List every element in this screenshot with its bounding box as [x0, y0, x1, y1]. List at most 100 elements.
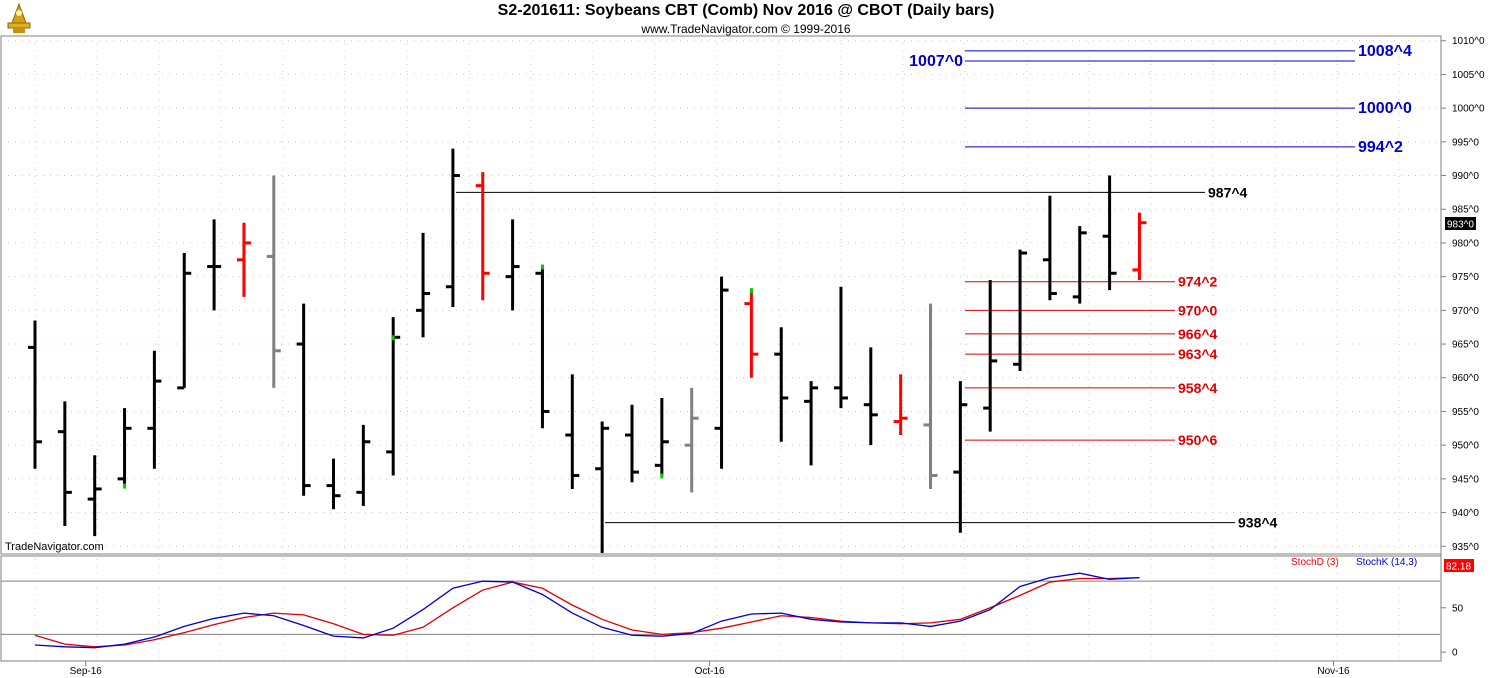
stoch-tick-label: 0	[1452, 648, 1458, 659]
ohlc-bar	[744, 288, 759, 378]
ohlc-bar	[953, 381, 968, 533]
ohlc-bar	[1013, 249, 1028, 372]
ohlc-bar	[1132, 212, 1147, 281]
level-label: 1000^0	[1358, 100, 1412, 117]
support-resistance-levels: 1008^4 1007^0 1000^0 994^2 987^4 974^2 970^0 96…	[456, 43, 1412, 531]
level-label: 974^2	[1178, 274, 1218, 290]
ohlc-bar	[356, 424, 371, 506]
ohlc-bar	[1102, 175, 1117, 291]
ohlc-bar	[595, 421, 610, 553]
ohlc-bar	[87, 455, 102, 537]
last-stoch-box	[1444, 559, 1474, 572]
tradenavigator-logo-icon	[7, 2, 31, 33]
price-tick-label: 975^0	[1452, 272, 1479, 283]
level-label: 994^2	[1358, 139, 1403, 156]
ohlc-bar	[296, 303, 311, 496]
level-label: 938^4	[1238, 515, 1278, 531]
level-label: 963^4	[1178, 346, 1218, 362]
stoch-gridlines	[1, 559, 1440, 661]
ohlc-bar	[833, 286, 848, 409]
stochastic-lines	[34, 572, 1140, 649]
ohlc-bar	[236, 222, 251, 297]
price-tick-label: 985^0	[1452, 205, 1479, 216]
ohlc-bar	[535, 264, 550, 429]
date-label: Sep-16	[70, 666, 103, 677]
watermark: TradeNavigator.com	[5, 541, 104, 553]
level-label: 966^4	[1178, 326, 1218, 342]
price-tick-label: 1000^0	[1452, 104, 1485, 115]
price-tick-label: 955^0	[1452, 407, 1479, 418]
ohlc-bar	[266, 175, 281, 388]
level-label: 1007^0	[909, 53, 963, 70]
ohlc-bar	[565, 374, 580, 489]
ohlc-bar	[983, 280, 998, 432]
ohlc-bar	[117, 408, 132, 489]
level-line: 1007^0	[909, 53, 1355, 70]
chart-title: S2-201611: Soybeans CBT (Comb) Nov 2016 …	[497, 2, 995, 19]
stochk-line	[34, 572, 1140, 649]
stoch-axis-ticks: 0 50	[1441, 603, 1464, 659]
price-tick-label: 995^0	[1452, 137, 1479, 148]
level-label: 987^4	[1208, 184, 1248, 200]
price-tick-label: 970^0	[1452, 306, 1479, 317]
ohlc-bar	[923, 303, 938, 489]
ohlc-bar	[177, 253, 192, 390]
bar-signal-mark	[123, 483, 127, 489]
stochk-legend: StochK (14,3)	[1356, 557, 1417, 568]
stoch-tick-label: 50	[1452, 603, 1464, 614]
price-tick-label: 1010^0	[1452, 36, 1485, 47]
price-tick-label: 980^0	[1452, 238, 1479, 249]
last-stoch-label: 82.18	[1446, 562, 1471, 573]
level-line: 938^4	[605, 515, 1278, 531]
price-tick-label: 965^0	[1452, 340, 1479, 351]
last-price-label: 983^0	[1447, 220, 1474, 231]
ohlc-bar	[28, 320, 42, 469]
ohlc-bar	[475, 172, 490, 301]
ohlc-bar	[804, 381, 819, 466]
level-line: 966^4	[965, 326, 1218, 342]
ohlc-bar	[326, 458, 341, 510]
level-label: 970^0	[1178, 302, 1218, 318]
bar-signal-mark	[749, 288, 753, 294]
stoch-panel-frame	[0, 555, 1442, 662]
ohlc-bar	[147, 350, 162, 469]
ohlc-bar	[505, 219, 520, 311]
bar-signal-mark	[540, 264, 544, 270]
ohlc-bar	[416, 232, 431, 338]
bar-signal-mark	[391, 335, 395, 341]
ohlc-bar	[893, 374, 908, 436]
price-axis-ticks: 935^0 940^0 945^0 950^0 955^0 960^0 965^0 970^0…	[1441, 36, 1485, 553]
ohlc-bar	[386, 317, 401, 476]
last-price-box	[1445, 217, 1476, 230]
ohlc-bar	[1042, 195, 1057, 301]
bar-signal-mark	[660, 473, 664, 479]
date-label: Oct-16	[695, 666, 725, 677]
level-line: 1008^4	[965, 43, 1412, 60]
date-label: Nov-16	[1317, 666, 1350, 677]
ohlc-bar	[774, 327, 789, 442]
price-tick-label: 945^0	[1452, 474, 1479, 485]
ohlc-bar	[863, 347, 878, 446]
price-tick-label: 990^0	[1452, 171, 1479, 182]
level-line: 970^0	[965, 302, 1218, 318]
level-line: 1000^0	[965, 100, 1412, 117]
level-line: 950^6	[965, 432, 1218, 448]
price-tick-label: 950^0	[1452, 441, 1479, 452]
level-line: 958^4	[965, 380, 1218, 396]
price-tick-label: 935^0	[1452, 542, 1479, 553]
ohlc-bar	[207, 219, 222, 311]
ohlc-bar	[57, 401, 72, 527]
ohlc-bar	[625, 404, 639, 483]
chart-subtitle: www.TradeNavigator.com © 1999-2016	[641, 22, 851, 36]
level-label: 950^6	[1178, 432, 1218, 448]
level-label: 1008^4	[1358, 43, 1412, 60]
price-tick-label: 960^0	[1452, 373, 1479, 384]
price-tick-label: 940^0	[1452, 508, 1479, 519]
level-line: 974^2	[965, 274, 1218, 290]
ohlc-bar	[684, 387, 699, 493]
stochd-line	[34, 576, 1140, 648]
ohlc-bar	[714, 276, 729, 469]
level-line: 963^4	[965, 346, 1218, 362]
ohlc-bar	[1072, 226, 1087, 304]
